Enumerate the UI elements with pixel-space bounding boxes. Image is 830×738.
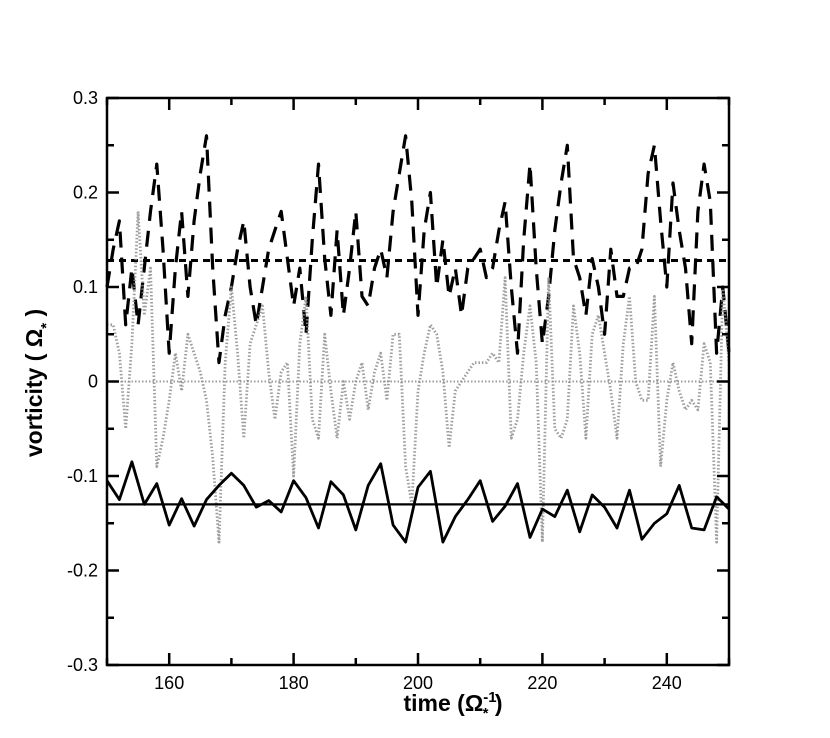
y-tick-label: 0.3 <box>73 88 98 108</box>
y-tick-label: 0.1 <box>73 277 98 297</box>
series-dashed-bold <box>105 134 731 365</box>
tick-labels: 160 180 200 220 240 -0.3 -0.2 -0.1 0 0.1 0.2 0.3 <box>67 88 682 693</box>
series-solid <box>105 460 730 544</box>
y-tick-label: 0 <box>88 372 98 392</box>
x-tick-label: 200 <box>403 673 433 693</box>
y-tick-label: -0.1 <box>67 466 98 486</box>
x-tick-label: 180 <box>279 673 309 693</box>
y-tick-label: -0.3 <box>67 655 98 675</box>
series-layer <box>105 134 731 544</box>
x-axis-title: time (Ω-1 * ) <box>403 689 502 722</box>
x-tick-label: 240 <box>652 673 682 693</box>
y-tick-label: -0.2 <box>67 561 98 581</box>
x-tick-label: 220 <box>527 673 557 693</box>
ticks-layer <box>105 96 731 667</box>
x-tick-label: 160 <box>154 673 184 693</box>
y-axis-title: vorticity ( Ω* ) <box>21 309 55 457</box>
y-tick-label: 0.2 <box>73 183 98 203</box>
